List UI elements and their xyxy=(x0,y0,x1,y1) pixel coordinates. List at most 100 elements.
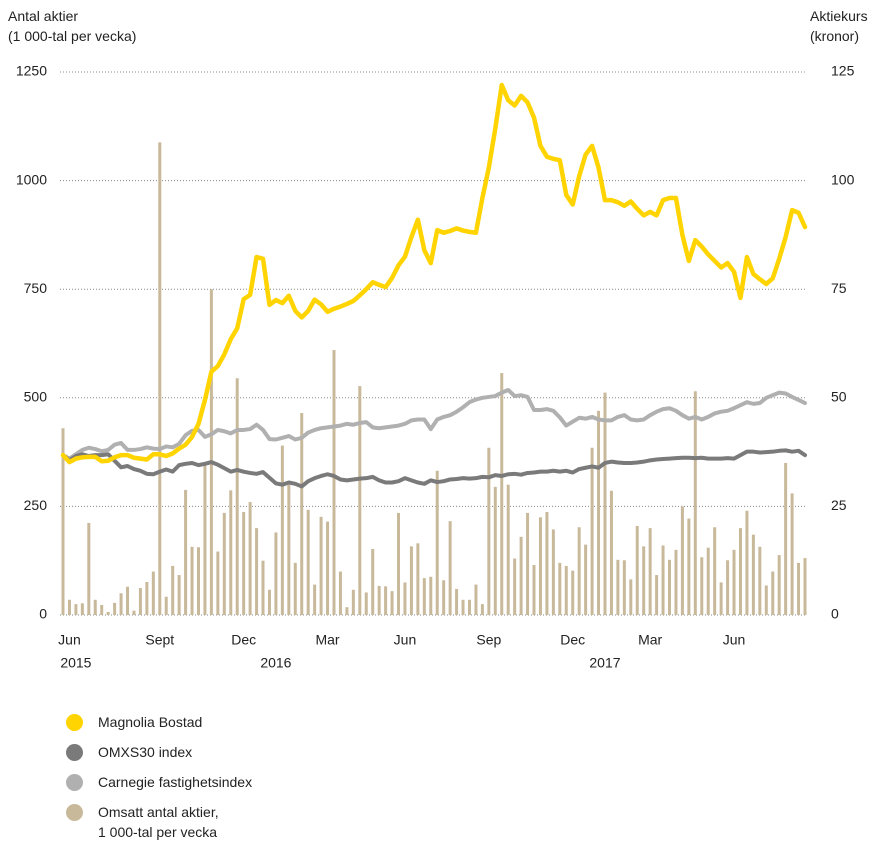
volume-bar xyxy=(300,413,304,615)
volume-bar xyxy=(293,562,297,615)
x-tick-label: Dec xyxy=(560,632,585,648)
volume-bar xyxy=(171,565,175,615)
volume-bar xyxy=(242,512,246,615)
x-tick-label: Dec xyxy=(231,632,256,648)
volume-bar xyxy=(713,527,717,615)
legend-label: Carnegie fastighetsindex xyxy=(98,774,253,790)
legend-swatch xyxy=(66,744,83,761)
volume-bar xyxy=(100,605,104,615)
volume-bar xyxy=(577,527,581,615)
volume-bar xyxy=(248,502,252,615)
legend-label: Omsatt antal aktier, 1 000-tal per vecka xyxy=(98,804,219,840)
volume-bar xyxy=(526,512,530,615)
volume-bar xyxy=(500,373,504,615)
volume-bar xyxy=(222,512,226,615)
x-year-label: 2015 xyxy=(60,655,91,671)
volume-bar xyxy=(216,551,220,615)
x-tick-label: Sep xyxy=(476,632,501,648)
legend-item: Magnolia Bostad xyxy=(66,712,252,732)
volume-bar xyxy=(190,546,194,615)
volume-bar xyxy=(177,575,181,615)
volume-bar xyxy=(326,521,330,615)
y-tick-label: 1250 xyxy=(16,63,47,79)
volume-bar xyxy=(274,532,278,615)
y2-tick-label: 125 xyxy=(831,63,855,79)
volume-bar xyxy=(784,462,788,615)
volume-bar xyxy=(287,484,291,615)
volume-bar xyxy=(558,562,562,615)
x-tick-label: Mar xyxy=(638,632,662,648)
volume-bar xyxy=(551,529,555,615)
volume-bar xyxy=(642,546,646,615)
volume-bar xyxy=(138,588,142,615)
y2-tick-label: 100 xyxy=(831,171,855,187)
volume-bar xyxy=(313,584,317,615)
y2-tick-label: 50 xyxy=(831,389,847,405)
volume-bar xyxy=(319,516,323,615)
volume-bar xyxy=(571,570,575,615)
volume-bar xyxy=(358,386,362,615)
x-tick-label: Jun xyxy=(723,632,746,648)
price-line xyxy=(60,82,808,465)
volume-bar xyxy=(106,611,110,615)
volume-bar xyxy=(351,589,355,615)
volume-bar xyxy=(416,543,420,615)
volume-bar xyxy=(590,447,594,615)
volume-bar xyxy=(196,547,200,615)
y2-axis-title: Aktiekurs (kronor) xyxy=(810,8,868,44)
volume-bar xyxy=(687,518,691,615)
volume-bar xyxy=(390,591,394,615)
volume-bar xyxy=(680,506,684,615)
volume-bar xyxy=(429,576,433,615)
volume-bar xyxy=(597,410,601,615)
volume-bar xyxy=(493,486,497,615)
x-tick-label: Jun xyxy=(58,632,81,648)
volume-bar xyxy=(513,558,517,615)
volume-bar xyxy=(584,544,588,615)
x-tick-label: Mar xyxy=(315,632,339,648)
y-tick-label: 0 xyxy=(39,606,47,622)
volume-bar xyxy=(280,445,284,615)
volume-bar xyxy=(267,589,271,615)
legend-label: Magnolia Bostad xyxy=(98,714,203,730)
legend: Magnolia Bostad OMXS30 index Carnegie fast… xyxy=(66,712,252,852)
volume-bar xyxy=(235,378,239,615)
x-tick-label: Jun xyxy=(394,632,417,648)
volume-bar xyxy=(635,525,639,615)
volume-bar xyxy=(616,559,620,615)
volume-bar xyxy=(145,581,149,615)
volume-bar xyxy=(74,604,78,615)
volume-bar xyxy=(209,289,213,615)
volume-bar xyxy=(126,586,130,615)
volume-bar xyxy=(61,428,65,615)
chart: 0 250 500 750 1000 1250 0 25 50 75 100 125 Jun 2015 Se… xyxy=(16,63,855,671)
volume-bar xyxy=(442,580,446,615)
volume-bar xyxy=(603,392,607,615)
volume-bar xyxy=(184,489,188,615)
volume-bar xyxy=(461,599,465,615)
volume-bar xyxy=(661,545,665,615)
volume-bar xyxy=(777,555,781,615)
volume-bar xyxy=(764,585,768,615)
volume-bar xyxy=(629,579,633,615)
volume-bar xyxy=(93,599,97,615)
volume-bar xyxy=(532,565,536,615)
legend-swatch xyxy=(66,714,83,731)
x-tick-label: Sept xyxy=(145,632,174,648)
volume-bar xyxy=(732,549,736,615)
volume-bar xyxy=(771,571,775,615)
volume-bar xyxy=(158,142,162,615)
volume-bar xyxy=(455,588,459,615)
volume-bar xyxy=(422,578,426,615)
volume-bar xyxy=(668,559,672,615)
volume-bar xyxy=(622,560,626,615)
y-tick-label: 1000 xyxy=(16,171,47,187)
y-tick-label: 250 xyxy=(24,497,48,513)
legend-item: Carnegie fastighetsindex xyxy=(66,772,252,792)
volume-bar xyxy=(164,596,168,615)
volume-bar xyxy=(364,592,368,615)
volume-bar xyxy=(203,463,207,615)
y-axis-title: Antal aktier (1 000-tal per vecka) xyxy=(8,8,137,44)
volume-bar xyxy=(648,528,652,615)
